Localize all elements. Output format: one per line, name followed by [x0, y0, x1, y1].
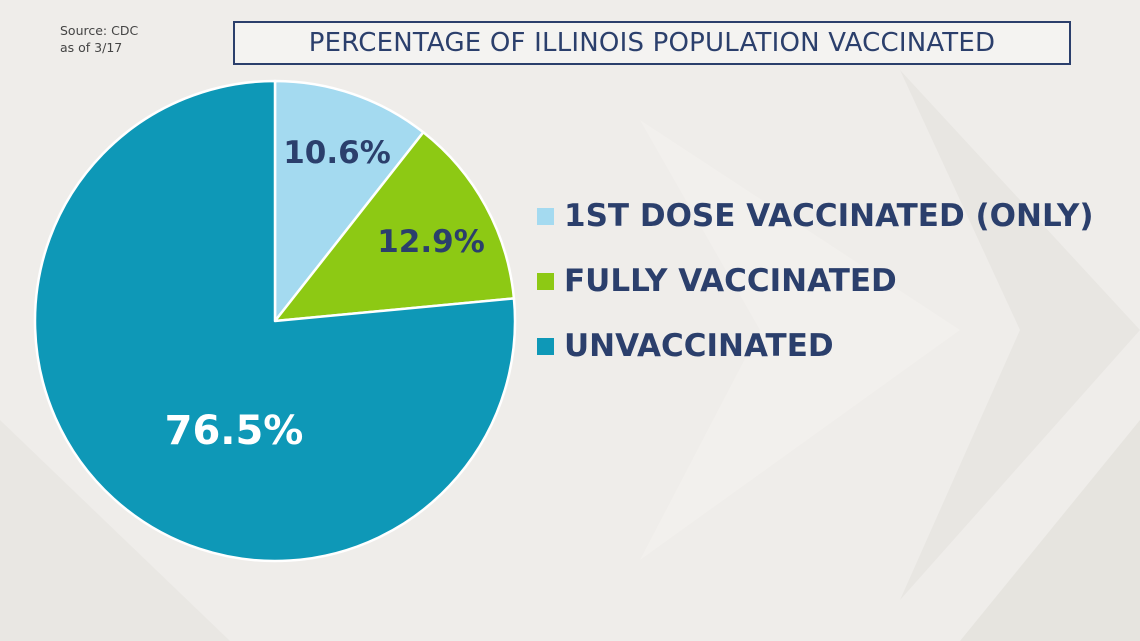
pie-slice-unvaccinated [33, 79, 517, 563]
legend-swatch [537, 337, 554, 355]
chart-title: PERCENTAGE OF ILLINOIS POPULATION VACCIN… [308, 28, 996, 58]
pie-slices [33, 79, 517, 563]
legend-swatch [537, 207, 554, 225]
legend-swatch [537, 272, 554, 290]
slice-value-label: 76.5% [165, 408, 304, 454]
legend-item: 1ST DOSE VACCINATED (ONLY) [537, 196, 1094, 236]
date-line: as of 3/17 [60, 40, 123, 55]
chart-title-box: PERCENTAGE OF ILLINOIS POPULATION VACCIN… [233, 21, 1071, 65]
slice-value-label: 10.6% [283, 135, 391, 171]
pie-slice-1st-dose-vaccinated-only [273, 79, 425, 323]
legend-label: 1ST DOSE VACCINATED (ONLY) [564, 198, 1094, 234]
legend-item: UNVACCINATED [537, 326, 1094, 366]
legend-item: FULLY VACCINATED [537, 261, 1094, 301]
legend-label: UNVACCINATED [564, 328, 834, 364]
legend-label: FULLY VACCINATED [564, 263, 897, 299]
pie-slice-labels: 10.6% 12.9% 76.5% [165, 135, 485, 454]
slice-value-label: 12.9% [377, 224, 485, 260]
chart-legend: 1ST DOSE VACCINATED (ONLY) FULLY VACCINAT… [537, 196, 1094, 391]
source-line: Source: CDC [60, 23, 139, 38]
source-note: Source: CDC as of 3/17 [60, 22, 138, 56]
pie-slice-fully-vaccinated [273, 131, 516, 323]
